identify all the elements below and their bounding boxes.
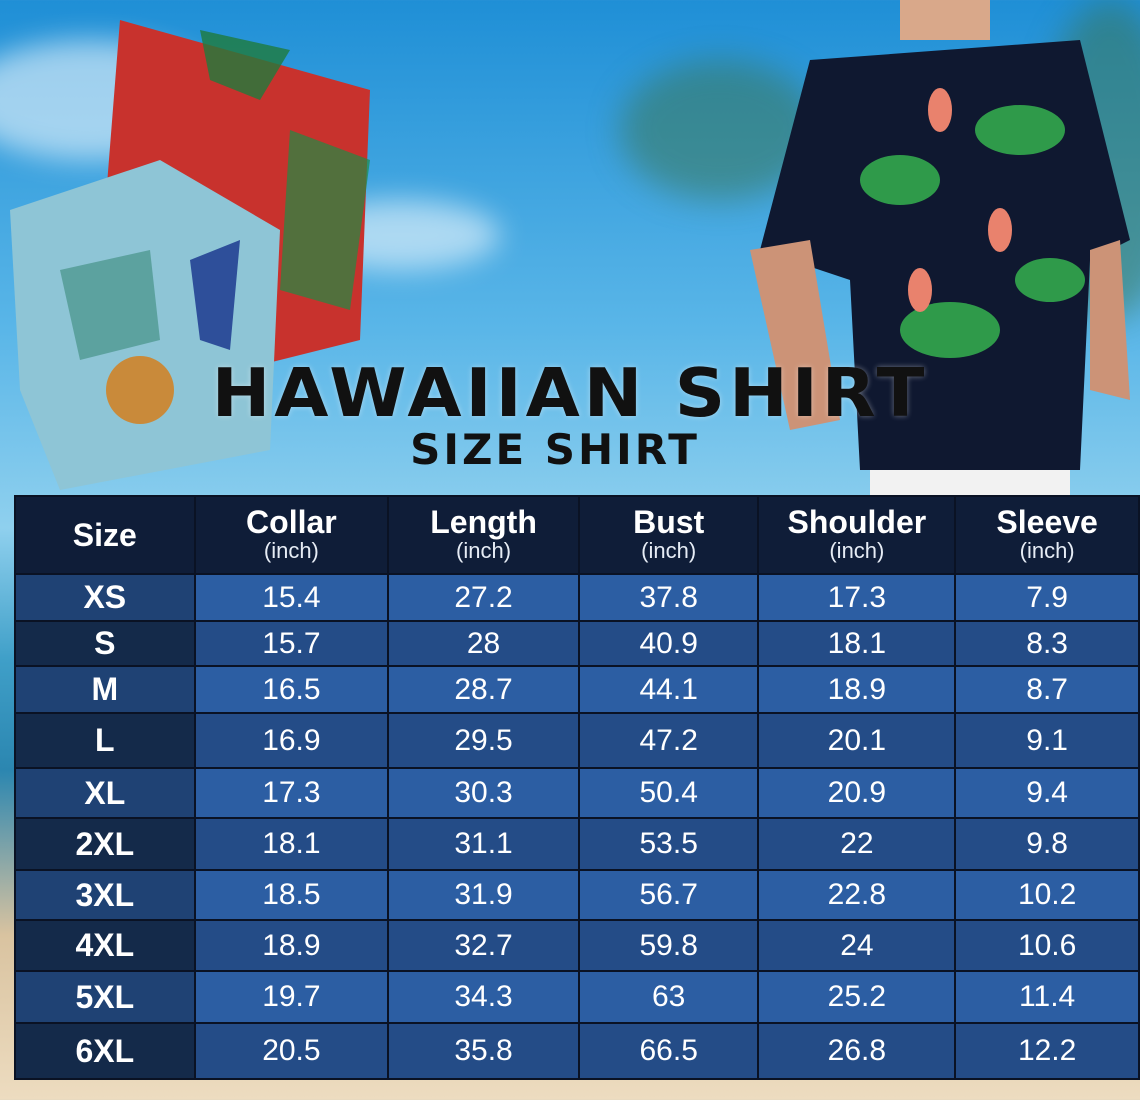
measurement-cell: 44.1 xyxy=(577,665,760,714)
measurement-cell: 50.4 xyxy=(577,767,760,819)
measurement-cell: 22 xyxy=(757,817,957,871)
measurement-cell: 9.1 xyxy=(954,712,1140,769)
measurement-cell: 37.8 xyxy=(577,573,760,622)
size-cell: 6XL xyxy=(14,1022,196,1080)
column-header-length: Length (inch) xyxy=(387,495,580,575)
table-row: S 15.7 28 40.9 18.1 8.3 xyxy=(14,620,1140,667)
size-cell: S xyxy=(14,620,196,667)
measurement-cell: 18.9 xyxy=(757,665,957,714)
measurement-cell: 24 xyxy=(757,919,957,972)
column-label: Sleeve xyxy=(996,504,1098,540)
measurement-cell: 27.2 xyxy=(387,573,580,622)
measurement-cell: 53.5 xyxy=(577,817,760,871)
table-row: 6XL 20.5 35.8 66.5 26.8 12.2 xyxy=(14,1022,1140,1080)
measurement-cell: 59.8 xyxy=(577,919,760,972)
measurement-cell: 35.8 xyxy=(387,1022,580,1080)
measurement-cell: 32.7 xyxy=(387,919,580,972)
measurement-cell: 56.7 xyxy=(577,869,760,921)
measurement-cell: 63 xyxy=(577,970,760,1024)
measurement-cell: 18.1 xyxy=(757,620,957,667)
column-label: Length xyxy=(430,504,537,540)
size-cell: 3XL xyxy=(14,869,196,921)
measurement-cell: 30.3 xyxy=(387,767,580,819)
column-label: Collar xyxy=(246,504,337,540)
measurement-cell: 31.9 xyxy=(387,869,580,921)
measurement-cell: 40.9 xyxy=(577,620,760,667)
measurement-cell: 18.1 xyxy=(193,817,390,871)
measurement-cell: 11.4 xyxy=(954,970,1140,1024)
table-row: 3XL 18.5 31.9 56.7 22.8 10.2 xyxy=(14,869,1140,921)
measurement-cell: 17.3 xyxy=(193,767,390,819)
column-unit: (inch) xyxy=(1019,538,1075,563)
column-header-collar: Collar (inch) xyxy=(193,495,390,575)
size-cell: XL xyxy=(14,767,196,819)
model-shirt-image xyxy=(750,0,1130,495)
measurement-cell: 15.7 xyxy=(193,620,390,667)
measurement-cell: 16.5 xyxy=(193,665,390,714)
column-unit: (inch) xyxy=(456,538,512,563)
measurement-cell: 28.7 xyxy=(387,665,580,714)
column-unit: (inch) xyxy=(641,538,697,563)
size-chart-table: Size Collar (inch) Length (inch) Bust (inch) Sh… xyxy=(14,495,1140,1080)
size-cell: L xyxy=(14,712,196,769)
table-row: M 16.5 28.7 44.1 18.9 8.7 xyxy=(14,665,1140,714)
size-cell: 4XL xyxy=(14,919,196,972)
column-label: Bust xyxy=(633,504,705,540)
measurement-cell: 15.4 xyxy=(193,573,390,622)
column-header-sleeve: Sleeve (inch) xyxy=(954,495,1140,575)
table-row: 4XL 18.9 32.7 59.8 24 10.6 xyxy=(14,919,1140,972)
table-row: 2XL 18.1 31.1 53.5 22 9.8 xyxy=(14,817,1140,871)
measurement-cell: 7.9 xyxy=(954,573,1140,622)
table-row: 5XL 19.7 34.3 63 25.2 11.4 xyxy=(14,970,1140,1024)
measurement-cell: 26.8 xyxy=(757,1022,957,1080)
column-header-size: Size xyxy=(14,495,196,575)
size-cell: 5XL xyxy=(14,970,196,1024)
measurement-cell: 25.2 xyxy=(757,970,957,1024)
measurement-cell: 20.9 xyxy=(757,767,957,819)
measurement-cell: 8.7 xyxy=(954,665,1140,714)
measurement-cell: 28 xyxy=(387,620,580,667)
measurement-cell: 31.1 xyxy=(387,817,580,871)
measurement-cell: 22.8 xyxy=(757,869,957,921)
measurement-cell: 47.2 xyxy=(577,712,760,769)
measurement-cell: 16.9 xyxy=(193,712,390,769)
column-label: Shoulder xyxy=(787,504,927,540)
measurement-cell: 20.1 xyxy=(757,712,957,769)
table-header-row: Size Collar (inch) Length (inch) Bust (inch) Sh… xyxy=(14,495,1140,575)
measurement-cell: 34.3 xyxy=(387,970,580,1024)
page-title: HAWAIIAN SHIRT xyxy=(211,354,929,432)
table-row: L 16.9 29.5 47.2 20.1 9.1 xyxy=(14,712,1140,769)
measurement-cell: 20.5 xyxy=(193,1022,390,1080)
measurement-cell: 17.3 xyxy=(757,573,957,622)
column-unit: (inch) xyxy=(829,538,885,563)
measurement-cell: 9.4 xyxy=(954,767,1140,819)
measurement-cell: 19.7 xyxy=(193,970,390,1024)
size-cell: M xyxy=(14,665,196,714)
folded-shirts-image xyxy=(10,20,370,490)
page-subtitle: SIZE SHIRT xyxy=(410,425,700,474)
size-cell: 2XL xyxy=(14,817,196,871)
measurement-cell: 9.8 xyxy=(954,817,1140,871)
column-unit: (inch) xyxy=(263,538,319,563)
column-header-shoulder: Shoulder (inch) xyxy=(757,495,957,575)
size-cell: XS xyxy=(14,573,196,622)
measurement-cell: 29.5 xyxy=(387,712,580,769)
column-header-bust: Bust (inch) xyxy=(577,495,760,575)
measurement-cell: 10.2 xyxy=(954,869,1140,921)
measurement-cell: 66.5 xyxy=(577,1022,760,1080)
table-row: XS 15.4 27.2 37.8 17.3 7.9 xyxy=(14,573,1140,622)
measurement-cell: 18.5 xyxy=(193,869,390,921)
table-row: XL 17.3 30.3 50.4 20.9 9.4 xyxy=(14,767,1140,819)
measurement-cell: 18.9 xyxy=(193,919,390,972)
column-label: Size xyxy=(72,517,137,553)
measurement-cell: 12.2 xyxy=(954,1022,1140,1080)
measurement-cell: 10.6 xyxy=(954,919,1140,972)
measurement-cell: 8.3 xyxy=(954,620,1140,667)
